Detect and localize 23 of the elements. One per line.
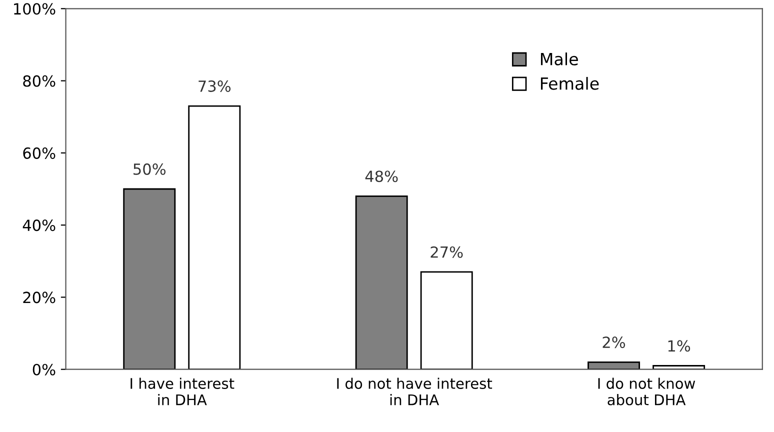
- y-tick-label: 20%: [23, 292, 56, 304]
- bar: [123, 188, 176, 370]
- bar: [652, 365, 706, 370]
- y-tick-label: 80%: [23, 75, 56, 87]
- y-tick-label: 100%: [14, 3, 56, 15]
- y-tick-label: 0%: [32, 364, 56, 376]
- x-tick-label: I have interest in DHA: [130, 378, 234, 406]
- legend-label: Female: [540, 76, 599, 90]
- y-tick-label: 60%: [23, 147, 56, 159]
- bar: [588, 361, 640, 370]
- data-label: 1%: [668, 340, 690, 352]
- x-tick-label: I do not know about DHA: [598, 378, 696, 406]
- data-label: 50%: [134, 163, 166, 175]
- data-label: 2%: [602, 336, 626, 348]
- bar: [355, 196, 408, 370]
- y-tick-label: 40%: [22, 220, 56, 232]
- bar: [420, 271, 473, 370]
- legend-label: Male: [540, 52, 578, 66]
- data-label: 73%: [198, 80, 231, 92]
- bar: [188, 105, 241, 370]
- x-tick-label: I do not have interest in DHA: [337, 378, 492, 406]
- data-label: 27%: [430, 246, 463, 258]
- data-label: 48%: [365, 170, 398, 182]
